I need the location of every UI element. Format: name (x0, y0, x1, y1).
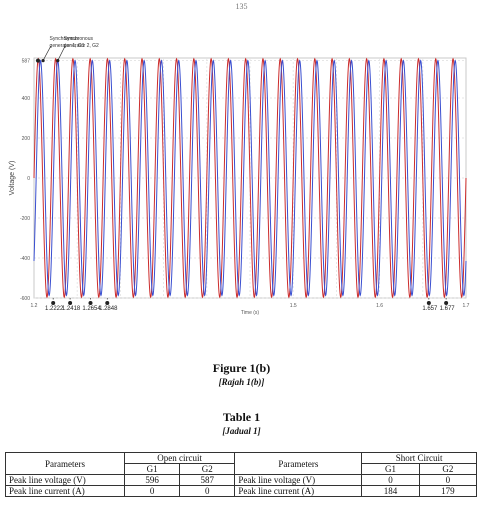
row-sc-g2: 0 (418, 474, 478, 486)
y-tick-label: 400 (22, 96, 31, 102)
peak-marker-dot (36, 58, 40, 63)
annotation-dot (56, 59, 60, 63)
row-oc-g2: 587 (179, 474, 236, 486)
figure-caption-alt: [Rajah 1(b)] (218, 377, 265, 387)
table-caption: Table 1 (222, 410, 261, 424)
x-tick-label: 1.5 (290, 303, 297, 309)
row-oc-param: Peak line voltage (V) (5, 474, 125, 486)
y-tick-label: 587 (22, 59, 31, 65)
header-oc-g1: G1 (123, 463, 181, 475)
annotation-leader-line (57, 45, 66, 61)
parameters-table: Parameters Open circuit Parameters Short… (5, 452, 478, 497)
row-oc-param: Peak line current (A) (5, 485, 125, 497)
marker-dot (68, 301, 73, 305)
marker-dot (444, 301, 449, 305)
y-tick-label: 0 (27, 176, 30, 182)
header-parameters-open: Parameters (5, 452, 125, 475)
marker-dot (88, 301, 93, 305)
annotation-dot (41, 59, 45, 63)
marker-dot (426, 301, 431, 305)
row-oc-g1: 596 (123, 474, 181, 486)
x-axis-label: Time (s) (241, 310, 259, 316)
header-short-circuit: Short Circuit (361, 452, 477, 464)
table-caption-alt: [Jadual 1] (222, 426, 261, 436)
marker-label: 1.2418 (62, 306, 81, 312)
series-line-g2 (33, 59, 467, 297)
table-caption-block: Table 1 [Jadual 1] (0, 410, 483, 436)
marker-label: 1.657 (422, 306, 438, 312)
row-sc-g1: 184 (361, 485, 420, 497)
y-tick-label: -400 (20, 256, 30, 262)
y-axis-label: Voltage (V) (9, 161, 16, 196)
annotation-label-line1: Synchronous (50, 36, 80, 42)
row-oc-g2: 0 (179, 485, 236, 497)
x-tick-label: 1.7 (463, 303, 470, 309)
header-open-circuit: Open circuit (123, 452, 236, 464)
figure-caption-block: Figure 1(b) [Rajah 1(b)] (0, 361, 483, 387)
x-tick-label: 1.2 (31, 303, 38, 309)
y-tick-label: -200 (20, 216, 30, 222)
row-oc-g1: 0 (123, 485, 181, 497)
marker-label: 1.2654 (82, 306, 101, 312)
annotation-label-line2: generator 2, G2 (64, 43, 99, 49)
figure-caption: Figure 1(b) (212, 361, 271, 375)
annotation-label-line1: Synchronous (64, 36, 94, 42)
annotation-label-line2: generator 1, G1 (50, 43, 85, 49)
marker-label: 1.2848 (99, 306, 118, 312)
header-sc-g2: G2 (418, 463, 478, 475)
table-row: Peak line voltage (V) 596 587 Peak line … (5, 474, 478, 486)
marker-label: 1.677 (440, 306, 456, 312)
annotation-leader-line (42, 45, 52, 61)
marker-dot (105, 301, 110, 305)
marker-label: 1.2222 (45, 306, 64, 312)
row-sc-param: Peak line current (A) (234, 485, 363, 497)
y-tick-label: -600 (20, 296, 30, 302)
header-oc-g2: G2 (179, 463, 236, 475)
marker-dot (51, 301, 56, 305)
y-tick-label: 200 (22, 136, 31, 142)
series-line-g1 (33, 57, 467, 299)
row-sc-param: Peak line voltage (V) (234, 474, 363, 486)
row-sc-g2: 179 (418, 485, 478, 497)
x-tick-label: 1.6 (376, 303, 383, 309)
table-row: Peak line current (A) 0 0 Peak line curr… (5, 485, 478, 497)
header-sc-g1: G1 (361, 463, 420, 475)
row-sc-g1: 0 (361, 474, 420, 486)
table-header-row: Parameters Open circuit Parameters Short… (5, 452, 477, 475)
page-number: 135 (235, 2, 248, 11)
header-parameters-short: Parameters (234, 452, 363, 475)
